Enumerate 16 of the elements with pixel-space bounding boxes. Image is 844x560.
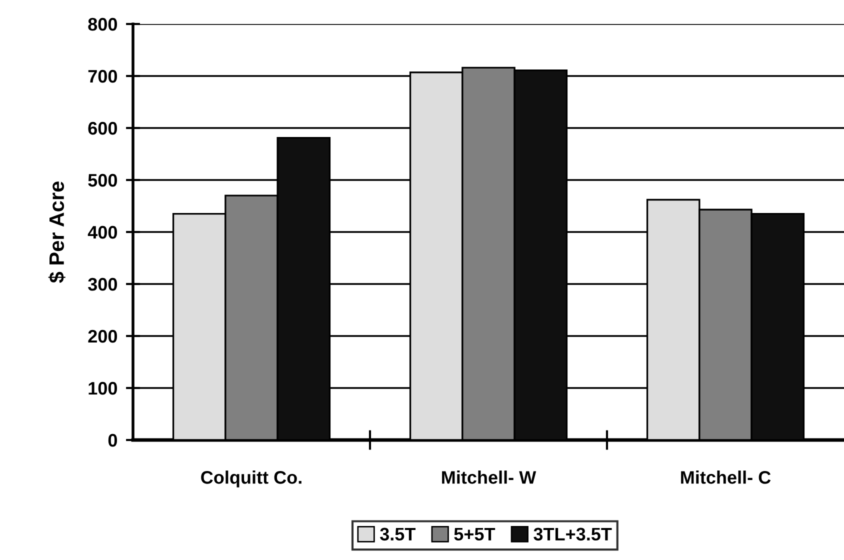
y-tick-label: 400 [88, 226, 117, 239]
y-tick-label: 100 [88, 382, 117, 395]
legend-label: 3TL+3.5T [534, 528, 612, 541]
y-tick-label: 500 [88, 174, 117, 187]
y-tick-label: 0 [108, 434, 117, 447]
y-tick-label: 600 [88, 122, 117, 135]
x-tick-label: Colquitt Co. [201, 470, 302, 488]
legend-label: 5+5T [454, 528, 496, 541]
y-tick-label: 800 [88, 18, 117, 31]
y-axis-title: $ Per Acre [48, 182, 66, 283]
y-tick-label: 200 [88, 330, 117, 343]
x-tick-label: Mitchell- C [681, 470, 771, 484]
y-tick-label: 300 [88, 278, 117, 291]
y-tick-label: 700 [88, 70, 117, 83]
legend-label: 3.5T [380, 528, 416, 541]
x-tick-label: Mitchell- W [442, 470, 536, 484]
